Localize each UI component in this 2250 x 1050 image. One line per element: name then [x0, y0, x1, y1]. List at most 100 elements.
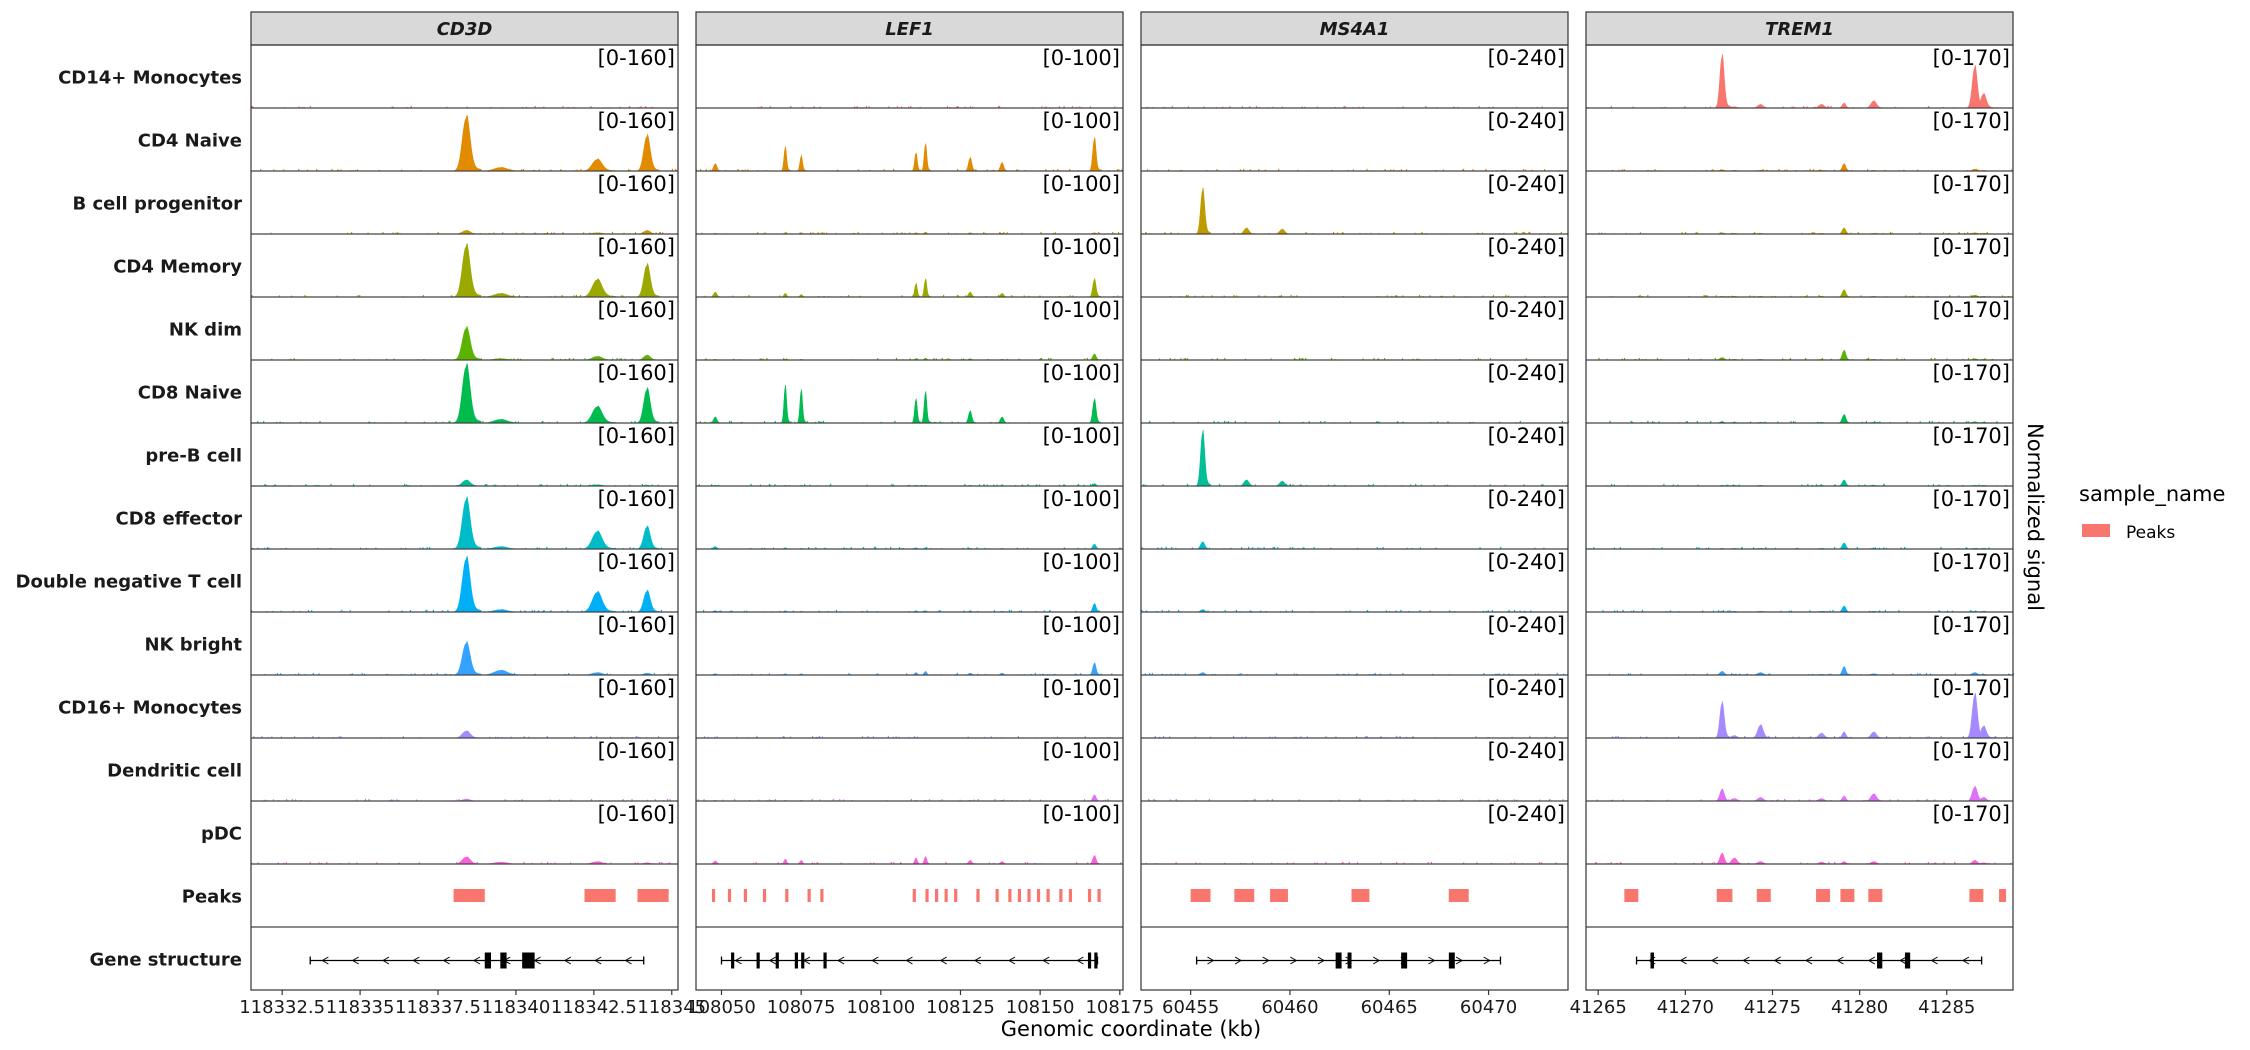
- signal-noise: [962, 547, 964, 549]
- signal-noise: [1175, 673, 1177, 675]
- signal-noise: [1912, 295, 1914, 297]
- signal-noise: [1797, 547, 1799, 549]
- signal-noise: [812, 736, 814, 738]
- range-label: [0-170]: [1933, 676, 2010, 700]
- signal-noise: [1421, 484, 1423, 486]
- signal-noise: [1449, 610, 1451, 612]
- signal-noise: [278, 295, 281, 297]
- signal-peak: [1836, 542, 1852, 550]
- signal-noise: [1336, 673, 1338, 675]
- signal-noise: [790, 105, 792, 108]
- signal-noise: [1245, 736, 1247, 738]
- signal-noise: [1698, 547, 1700, 549]
- signal-noise: [1184, 358, 1187, 360]
- peaks-row: [251, 889, 678, 928]
- panel-trem1: TREM1[0-170][0-170][0-170][0-170][0-170]…: [1570, 11, 2015, 1018]
- signal-noise: [1144, 484, 1147, 486]
- signal-noise: [769, 106, 771, 108]
- signal-noise: [857, 231, 859, 234]
- exon: [1904, 952, 1911, 969]
- row-label: B cell progenitor: [72, 194, 242, 215]
- signal-noise: [410, 673, 413, 675]
- signal-noise: [1508, 673, 1510, 675]
- peaks-row: [1586, 889, 2013, 928]
- signal-noise: [1613, 484, 1616, 486]
- signal-noise: [1806, 294, 1808, 297]
- peak-region: [1017, 889, 1022, 902]
- signal-noise: [546, 232, 549, 234]
- signal-noise: [1405, 169, 1408, 171]
- signal-noise: [1900, 547, 1902, 549]
- signal-noise: [1003, 231, 1005, 234]
- signal-noise: [651, 484, 653, 486]
- signal-noise: [730, 421, 733, 423]
- strand-arrow: [351, 956, 359, 965]
- signal-peak: [577, 278, 616, 298]
- signal-noise: [1145, 610, 1148, 612]
- signal-noise: [757, 799, 760, 801]
- signal-noise: [983, 484, 985, 486]
- signal-noise: [1296, 295, 1298, 297]
- signal-noise: [520, 358, 522, 360]
- signal-noise: [1393, 169, 1395, 171]
- signal-noise: [1432, 673, 1434, 675]
- signal-noise: [562, 106, 564, 108]
- signal-peak: [450, 856, 482, 865]
- signal-noise: [1437, 421, 1439, 423]
- track-pre-b-cell: [0-170]: [1586, 424, 2013, 487]
- signal-noise: [986, 169, 988, 171]
- signal-noise: [1523, 484, 1525, 486]
- signal-noise: [1069, 295, 1071, 297]
- strand-arrow: [624, 956, 632, 965]
- signal-noise: [1251, 862, 1254, 864]
- signal-noise: [259, 169, 262, 171]
- peak-region: [711, 889, 716, 902]
- signal-noise: [703, 799, 705, 801]
- signal-noise: [848, 672, 850, 675]
- signal-noise: [1254, 484, 1256, 486]
- signal-noise: [1089, 106, 1092, 108]
- signal-noise: [1027, 483, 1029, 486]
- signal-noise: [916, 736, 918, 738]
- signal-noise: [263, 421, 265, 423]
- signal-noise: [1292, 484, 1294, 486]
- x-tick-label: 60465: [1361, 997, 1418, 1018]
- signal-noise: [1071, 106, 1074, 108]
- signal-noise: [331, 168, 333, 171]
- signal-noise: [963, 358, 965, 360]
- signal-noise: [1951, 610, 1954, 612]
- track-cd16-monocytes: [0-100]: [696, 676, 1123, 739]
- signal-noise: [1379, 673, 1381, 675]
- range-label: [0-240]: [1488, 424, 1565, 448]
- signal-noise: [1264, 295, 1266, 297]
- range-label: [0-240]: [1488, 235, 1565, 259]
- panel-border: [1585, 44, 2014, 991]
- range-label: [0-100]: [1043, 46, 1120, 70]
- signal-noise: [1035, 484, 1037, 486]
- signal-noise: [632, 547, 635, 549]
- signal-noise: [1638, 295, 1640, 297]
- signal-noise: [815, 547, 817, 549]
- peak-region: [1087, 889, 1092, 902]
- signal-noise: [1304, 106, 1306, 108]
- signal-noise: [913, 736, 916, 738]
- signal-noise: [1271, 799, 1274, 801]
- signal-noise: [1383, 358, 1386, 360]
- signal-noise: [410, 106, 412, 108]
- signal-noise: [910, 105, 912, 108]
- signal-noise: [546, 546, 548, 549]
- signal-noise: [1619, 862, 1621, 864]
- signal-noise: [1883, 547, 1885, 549]
- signal-noise: [1289, 484, 1291, 486]
- x-tick-label: 118335: [326, 997, 395, 1018]
- signal-noise: [865, 105, 867, 108]
- signal-noise: [1169, 799, 1171, 801]
- signal-noise: [291, 799, 293, 801]
- track-nk-bright: [0-240]: [1141, 613, 1568, 676]
- signal-peak: [450, 730, 482, 739]
- signal-noise: [661, 232, 664, 234]
- track-nk-bright: [0-160]: [251, 613, 678, 676]
- signal-peak: [1194, 541, 1211, 550]
- signal-noise: [319, 421, 321, 423]
- signal-noise: [405, 421, 407, 423]
